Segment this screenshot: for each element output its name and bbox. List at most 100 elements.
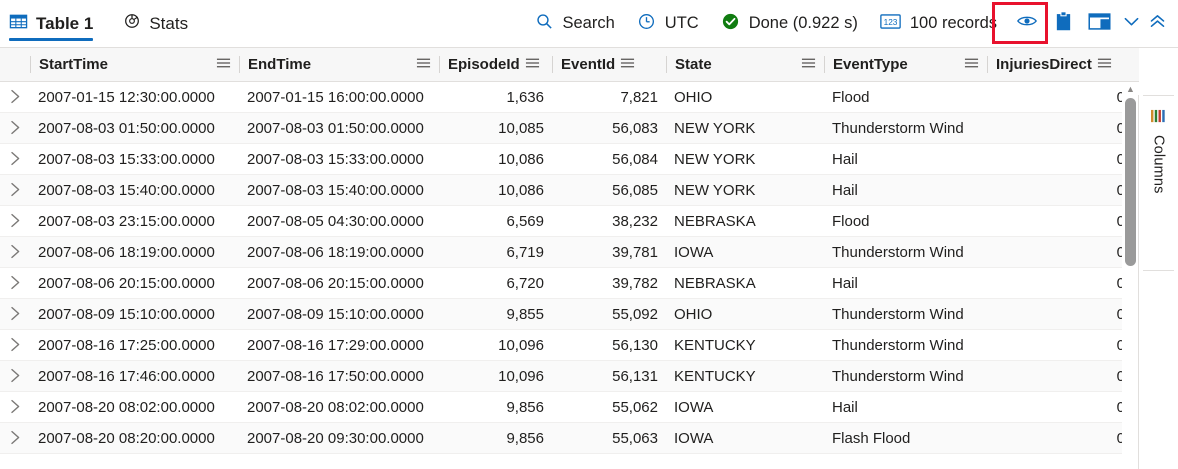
header-cell-episodeid[interactable]: EpisodeId <box>439 56 552 73</box>
cell-starttime[interactable]: 2007-08-09 15:10:00.0000 <box>38 305 215 323</box>
copy-to-clipboard-button[interactable] <box>1046 7 1080 41</box>
cell-endtime[interactable]: 2007-08-06 18:19:00.0000 <box>247 243 424 261</box>
cell-eventtype[interactable]: Thunderstorm Wind <box>832 243 964 261</box>
cell-endtime[interactable]: 2007-08-05 04:30:00.0000 <box>247 212 424 230</box>
cell-injuriesdirect[interactable]: 0 <box>1116 212 1125 230</box>
table-row[interactable]: 2007-08-03 01:50:00.0000 2007-08-03 01:50… <box>0 113 1139 144</box>
row-expand-button[interactable] <box>0 89 30 106</box>
cell-state[interactable]: NEW YORK <box>674 150 756 168</box>
cell-endtime[interactable]: 2007-08-03 15:40:00.0000 <box>247 181 424 199</box>
cell-state[interactable]: IOWA <box>674 398 714 416</box>
cell-episodeid[interactable]: 6,719 <box>506 243 544 261</box>
header-cell-injuriesdirect[interactable]: InjuriesDirect <box>987 56 1139 73</box>
cell-starttime[interactable]: 2007-08-16 17:25:00.0000 <box>38 336 215 354</box>
cell-eventid[interactable]: 55,063 <box>612 429 658 447</box>
table-row[interactable]: 2007-08-03 15:40:00.0000 2007-08-03 15:40… <box>0 175 1139 206</box>
cell-episodeid[interactable]: 10,086 <box>498 150 544 168</box>
header-cell-eventid[interactable]: EventId <box>552 56 666 73</box>
cell-state[interactable]: NEBRASKA <box>674 212 756 230</box>
cell-state[interactable]: KENTUCKY <box>674 336 756 354</box>
table-row[interactable]: 2007-08-20 08:02:00.0000 2007-08-20 08:02… <box>0 392 1139 423</box>
cell-endtime[interactable]: 2007-08-03 01:50:00.0000 <box>247 119 424 137</box>
cell-episodeid[interactable]: 9,855 <box>506 305 544 323</box>
cell-starttime[interactable]: 2007-08-06 20:15:00.0000 <box>38 274 215 292</box>
cell-eventid[interactable]: 56,131 <box>612 367 658 385</box>
cell-eventtype[interactable]: Hail <box>832 274 858 292</box>
table-row[interactable]: 2007-01-15 12:30:00.0000 2007-01-15 16:00… <box>0 82 1139 113</box>
cell-endtime[interactable]: 2007-08-06 20:15:00.0000 <box>247 274 424 292</box>
cell-eventid[interactable]: 55,062 <box>612 398 658 416</box>
scroll-up-arrow-icon[interactable]: ▲ <box>1126 83 1135 94</box>
cell-state[interactable]: IOWA <box>674 243 714 261</box>
table-row[interactable]: 2007-08-06 18:19:00.0000 2007-08-06 18:19… <box>0 237 1139 268</box>
cell-state[interactable]: NEW YORK <box>674 119 756 137</box>
row-expand-button[interactable] <box>0 275 30 292</box>
cell-starttime[interactable]: 2007-08-20 08:20:00.0000 <box>38 429 215 447</box>
row-expand-button[interactable] <box>0 337 30 354</box>
header-cell-starttime[interactable]: StartTime <box>30 56 239 73</box>
table-row[interactable]: 2007-08-09 15:10:00.0000 2007-08-09 15:10… <box>0 299 1139 330</box>
row-expand-button[interactable] <box>0 368 30 385</box>
cell-episodeid[interactable]: 9,856 <box>506 398 544 416</box>
cell-starttime[interactable]: 2007-08-16 17:46:00.0000 <box>38 367 215 385</box>
table-row[interactable]: 2007-08-03 23:15:00.0000 2007-08-05 04:30… <box>0 206 1139 237</box>
cell-state[interactable]: OHIO <box>674 88 713 106</box>
cell-eventid[interactable]: 56,085 <box>612 181 658 199</box>
cell-episodeid[interactable]: 6,720 <box>506 274 544 292</box>
cell-injuriesdirect[interactable]: 0 <box>1116 243 1125 261</box>
cell-eventtype[interactable]: Thunderstorm Wind <box>832 336 964 354</box>
cell-endtime[interactable]: 2007-01-15 16:00:00.0000 <box>247 88 424 106</box>
hamburger-menu-icon[interactable] <box>1097 56 1112 73</box>
cell-eventtype[interactable]: Flood <box>832 88 870 106</box>
header-cell-state[interactable]: State <box>666 56 824 73</box>
hamburger-menu-icon[interactable] <box>801 56 816 73</box>
cell-endtime[interactable]: 2007-08-16 17:50:00.0000 <box>247 367 424 385</box>
table-row[interactable]: 2007-08-03 15:33:00.0000 2007-08-03 15:33… <box>0 144 1139 175</box>
cell-starttime[interactable]: 2007-08-03 15:33:00.0000 <box>38 150 215 168</box>
cell-injuriesdirect[interactable]: 0 <box>1116 305 1125 323</box>
row-expand-button[interactable] <box>0 430 30 447</box>
tab-stats[interactable]: Stats <box>111 0 200 47</box>
cell-episodeid[interactable]: 1,636 <box>506 88 544 106</box>
cell-episodeid[interactable]: 10,096 <box>498 367 544 385</box>
cell-episodeid[interactable]: 10,096 <box>498 336 544 354</box>
cell-eventtype[interactable]: Flash Flood <box>832 429 911 447</box>
cell-eventid[interactable]: 56,130 <box>612 336 658 354</box>
cell-eventid[interactable]: 39,781 <box>612 243 658 261</box>
row-expand-button[interactable] <box>0 399 30 416</box>
cell-starttime[interactable]: 2007-08-03 15:40:00.0000 <box>38 181 215 199</box>
search-button[interactable]: Search <box>524 7 626 41</box>
cell-eventid[interactable]: 56,083 <box>612 119 658 137</box>
cell-eventid[interactable]: 38,232 <box>612 212 658 230</box>
visibility-toggle-button[interactable] <box>1008 7 1046 41</box>
cell-eventtype[interactable]: Hail <box>832 181 858 199</box>
scrollbar-thumb[interactable] <box>1125 98 1136 266</box>
cell-state[interactable]: NEW YORK <box>674 181 756 199</box>
hamburger-menu-icon[interactable] <box>964 56 979 73</box>
cell-injuriesdirect[interactable]: 0 <box>1116 181 1125 199</box>
cell-eventtype[interactable]: Thunderstorm Wind <box>832 119 964 137</box>
cell-eventid[interactable]: 7,821 <box>620 88 658 106</box>
hamburger-menu-icon[interactable] <box>620 56 635 73</box>
hamburger-menu-icon[interactable] <box>525 56 540 73</box>
cell-eventid[interactable]: 56,084 <box>612 150 658 168</box>
header-cell-endtime[interactable]: EndTime <box>239 56 439 73</box>
hamburger-menu-icon[interactable] <box>416 56 431 73</box>
table-row[interactable]: 2007-08-20 08:20:00.0000 2007-08-20 09:30… <box>0 423 1139 454</box>
table-row[interactable]: 2007-08-16 17:25:00.0000 2007-08-16 17:29… <box>0 330 1139 361</box>
cell-endtime[interactable]: 2007-08-09 15:10:00.0000 <box>247 305 424 323</box>
cell-injuriesdirect[interactable]: 0 <box>1116 429 1125 447</box>
cell-eventid[interactable]: 39,782 <box>612 274 658 292</box>
cell-state[interactable]: IOWA <box>674 429 714 447</box>
cell-episodeid[interactable]: 10,085 <box>498 119 544 137</box>
cell-injuriesdirect[interactable]: 0 <box>1116 274 1125 292</box>
cell-episodeid[interactable]: 10,086 <box>498 181 544 199</box>
hamburger-menu-icon[interactable] <box>216 56 231 73</box>
cell-starttime[interactable]: 2007-08-03 01:50:00.0000 <box>38 119 215 137</box>
cell-starttime[interactable]: 2007-01-15 12:30:00.0000 <box>38 88 215 106</box>
cell-episodeid[interactable]: 6,569 <box>506 212 544 230</box>
cell-injuriesdirect[interactable]: 0 <box>1116 88 1125 106</box>
grid-vertical-scrollbar[interactable]: ▲ <box>1122 82 1139 469</box>
cell-injuriesdirect[interactable]: 0 <box>1116 336 1125 354</box>
panel-layout-button[interactable] <box>1080 7 1118 41</box>
